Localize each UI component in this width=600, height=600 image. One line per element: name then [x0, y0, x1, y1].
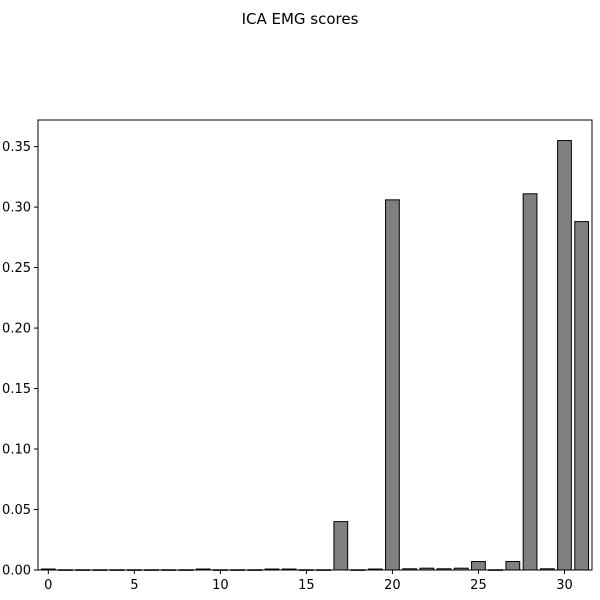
bar-28	[522, 193, 538, 571]
y-tick-label: 0.30	[2, 201, 31, 216]
bar-27	[505, 561, 521, 571]
bar-17	[333, 521, 349, 571]
x-tick-label: 5	[130, 578, 138, 593]
bars-layer	[40, 140, 590, 571]
y-tick-label: 0.35	[2, 140, 31, 155]
y-axis: 0.00 0.05 0.10 0.15 0.20 0.25 0.30 0.35	[2, 140, 38, 579]
x-tick-label: 15	[298, 578, 315, 593]
bar-25	[471, 561, 486, 571]
x-tick-label: 0	[44, 578, 52, 593]
y-tick-label: 0.15	[2, 382, 31, 397]
bar-31	[574, 221, 590, 571]
x-tick-label: 30	[556, 578, 573, 593]
plot-frame	[37, 119, 593, 571]
y-tick-label: 0.20	[2, 322, 31, 337]
x-tick-label: 10	[212, 578, 229, 593]
y-tick-label: 0.00	[2, 564, 31, 579]
bar-30	[557, 140, 572, 571]
y-tick-label: 0.05	[2, 503, 31, 518]
y-tick-label: 0.10	[2, 443, 31, 458]
x-tick-label: 25	[470, 578, 487, 593]
bar-20	[385, 199, 400, 571]
y-tick-label: 0.25	[2, 261, 31, 276]
x-tick-label: 20	[384, 578, 401, 593]
chart-title: ICA EMG scores	[242, 10, 359, 28]
x-axis: 0 5 10 15 20 25 30	[44, 570, 573, 593]
